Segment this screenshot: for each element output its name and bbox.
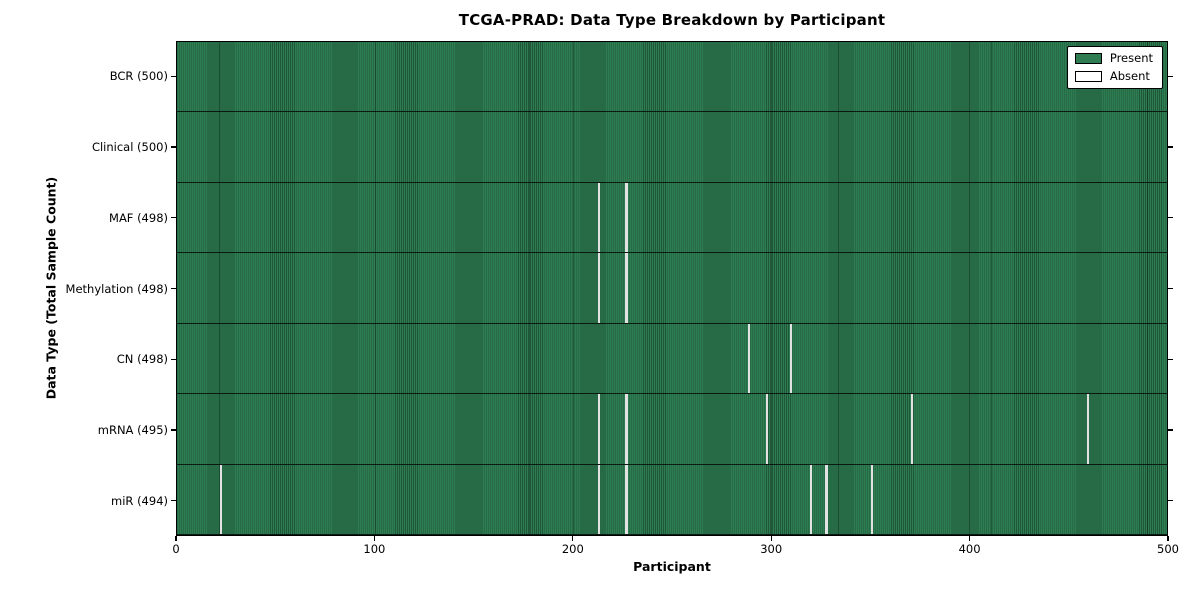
absent-mark xyxy=(809,464,812,534)
legend-swatch-absent xyxy=(1074,71,1102,82)
absent-mark xyxy=(748,323,751,394)
y-tick-right xyxy=(1168,429,1173,431)
x-tick-label-200: 200 xyxy=(561,542,584,556)
y-tick-left xyxy=(171,146,176,148)
y-tick-right xyxy=(1168,75,1173,77)
legend-item-present: Present xyxy=(1074,51,1153,65)
datatype-row-mRNA xyxy=(177,394,1167,465)
y-tick-right xyxy=(1168,217,1173,219)
absent-mark xyxy=(625,253,628,323)
datatype-row-Methylation xyxy=(177,253,1167,324)
absent-mark xyxy=(910,394,913,464)
y-tick-label-CN: CN (498) xyxy=(116,352,168,367)
x-axis-label: Participant xyxy=(633,559,711,574)
absent-mark xyxy=(219,464,222,534)
datatype-row-BCR xyxy=(177,42,1167,113)
x-tick xyxy=(572,536,574,541)
chart-title: TCGA-PRAD: Data Type Breakdown by Partic… xyxy=(458,11,886,29)
datatype-row-CN xyxy=(177,323,1167,395)
x-tick xyxy=(770,536,772,541)
y-tick-right xyxy=(1168,287,1173,290)
y-tick-label-MAF: MAF (498) xyxy=(109,210,168,225)
absent-mark xyxy=(625,464,628,534)
absent-mark xyxy=(597,394,600,464)
absent-mark xyxy=(597,182,600,253)
absent-mark xyxy=(870,464,874,534)
legend: Present Absent xyxy=(1066,46,1163,89)
x-tick xyxy=(969,536,971,541)
absent-mark xyxy=(597,464,600,534)
datatype-row-Clinical xyxy=(177,112,1167,183)
y-tick-left xyxy=(171,75,176,77)
y-tick-label-Clinical: Clinical (500) xyxy=(91,140,168,155)
absent-mark xyxy=(625,394,628,464)
x-tick xyxy=(1167,536,1169,541)
x-tick-label-300: 300 xyxy=(760,542,783,556)
x-tick-label-100: 100 xyxy=(363,542,386,556)
legend-label: Present xyxy=(1109,51,1153,65)
y-tick-left xyxy=(171,358,176,360)
absent-mark xyxy=(1086,394,1089,464)
y-tick-right xyxy=(1168,358,1173,360)
y-tick-right xyxy=(1168,500,1173,502)
y-tick-label-miR: miR (494) xyxy=(111,493,168,508)
y-tick-label-Methylation: Methylation (498) xyxy=(65,281,168,296)
legend-label: Absent xyxy=(1109,69,1150,83)
legend-swatch-present xyxy=(1074,53,1102,64)
y-tick-label-BCR: BCR (500) xyxy=(109,69,168,84)
x-tick-label-0: 0 xyxy=(172,542,180,556)
y-tick-left xyxy=(171,287,176,290)
legend-item-absent: Absent xyxy=(1074,69,1153,83)
x-tick xyxy=(373,536,375,541)
x-tick xyxy=(175,536,177,541)
absent-mark xyxy=(825,464,828,534)
absent-mark xyxy=(789,323,792,394)
y-tick-left xyxy=(171,429,176,431)
absent-mark xyxy=(597,253,600,323)
absent-mark xyxy=(625,182,628,253)
absent-mark xyxy=(766,394,769,464)
y-tick-left xyxy=(171,217,176,219)
datatype-row-MAF xyxy=(177,182,1167,254)
x-tick-label-500: 500 xyxy=(1157,542,1179,556)
datatype-row-miR xyxy=(177,464,1167,535)
y-tick-label-mRNA: mRNA (495) xyxy=(97,422,168,437)
y-tick-left xyxy=(171,500,176,502)
plot-area: Present Absent xyxy=(176,41,1168,536)
x-tick-label-400: 400 xyxy=(958,542,981,556)
y-tick-right xyxy=(1168,146,1173,148)
